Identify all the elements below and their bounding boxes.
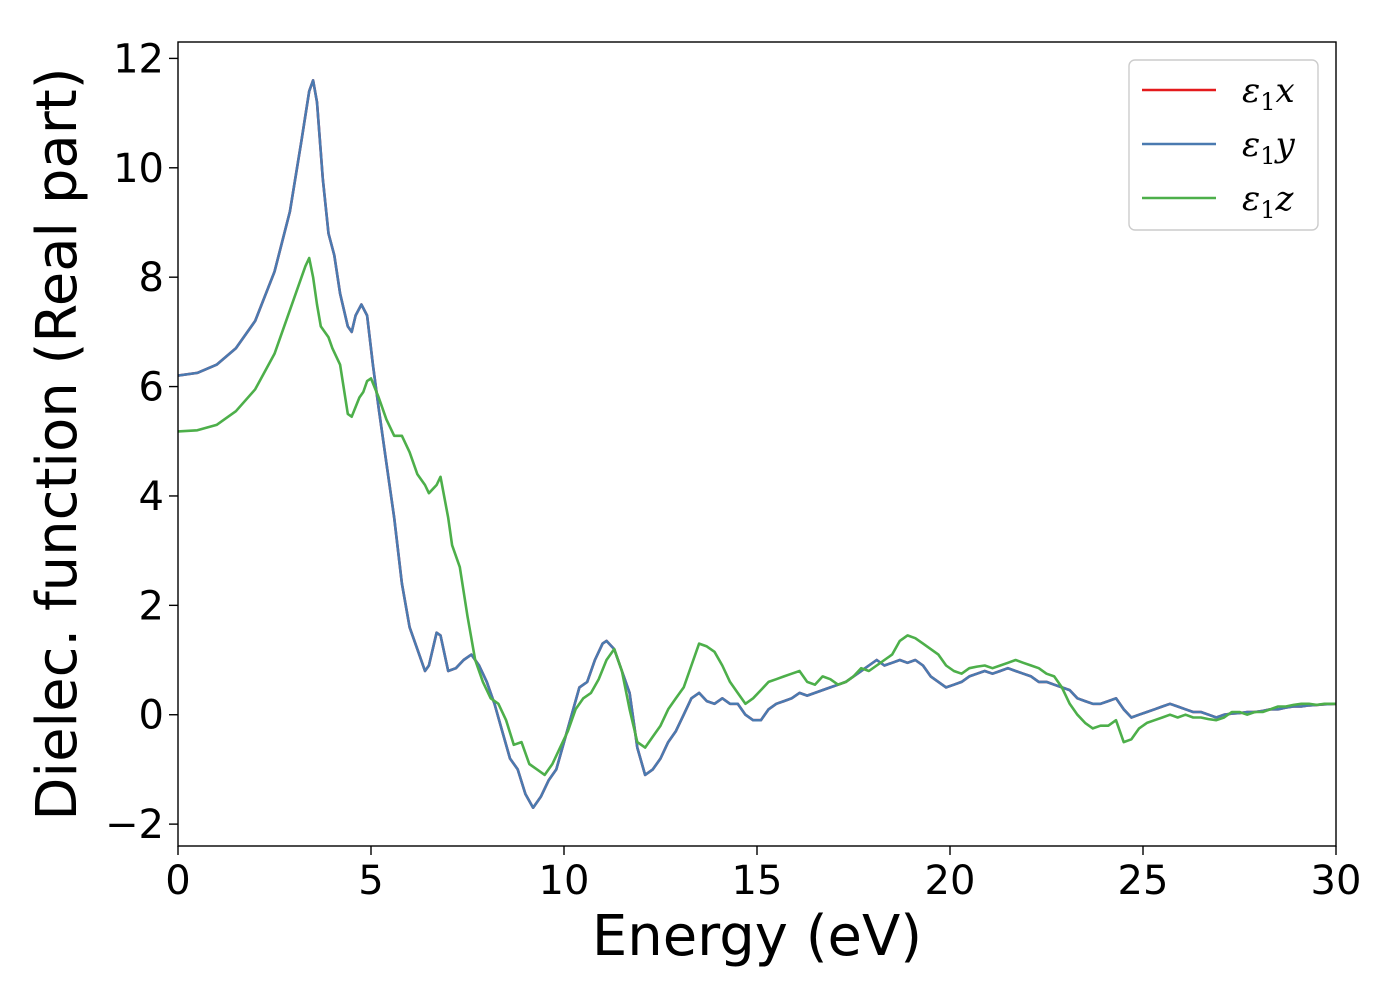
legend-subscript: 1 xyxy=(1260,88,1275,116)
legend-subscript: 1 xyxy=(1260,196,1275,224)
y-tick-label: 6 xyxy=(139,365,164,411)
x-tick-label: 15 xyxy=(732,858,783,904)
y-axis-title: Dielec. function (Real part) xyxy=(25,67,90,820)
legend-label-z: ε1z xyxy=(1242,179,1295,224)
x-tick-label: 20 xyxy=(925,858,976,904)
legend-variable: z xyxy=(1275,179,1295,219)
x-tick-label: 5 xyxy=(358,858,383,904)
legend-symbol: ε xyxy=(1242,71,1260,111)
x-tick-label: 0 xyxy=(165,858,190,904)
series-layer xyxy=(178,79,1336,809)
x-axis-ticks: 0 5 10 15 20 25 30 xyxy=(165,846,1361,904)
legend-variable: x xyxy=(1276,71,1295,111)
x-tick-label: 30 xyxy=(1311,858,1362,904)
legend-box xyxy=(1128,59,1319,231)
series-line-y xyxy=(178,79,1336,809)
y-tick-label: 12 xyxy=(113,36,164,82)
y-tick-label: 2 xyxy=(139,583,164,629)
series-line-z xyxy=(178,256,1336,777)
legend-subscript: 1 xyxy=(1260,142,1275,170)
y-tick-label: −2 xyxy=(105,802,164,848)
x-axis-title: Energy (eV) xyxy=(592,904,922,969)
y-tick-label: 10 xyxy=(113,146,164,192)
x-tick-label: 25 xyxy=(1118,858,1169,904)
legend-symbol: ε xyxy=(1242,125,1260,165)
x-tick-label: 10 xyxy=(539,858,590,904)
y-axis-ticks: −2 0 2 4 6 8 10 12 xyxy=(105,36,178,848)
y-tick-label: 4 xyxy=(139,474,164,520)
legend-label-x: ε1x xyxy=(1242,71,1295,116)
y-tick-label: 0 xyxy=(139,693,164,739)
legend-variable: y xyxy=(1274,125,1296,165)
legend-label-y: ε1y xyxy=(1242,125,1296,170)
y-tick-label: 8 xyxy=(139,255,164,301)
legend-symbol: ε xyxy=(1242,179,1260,219)
